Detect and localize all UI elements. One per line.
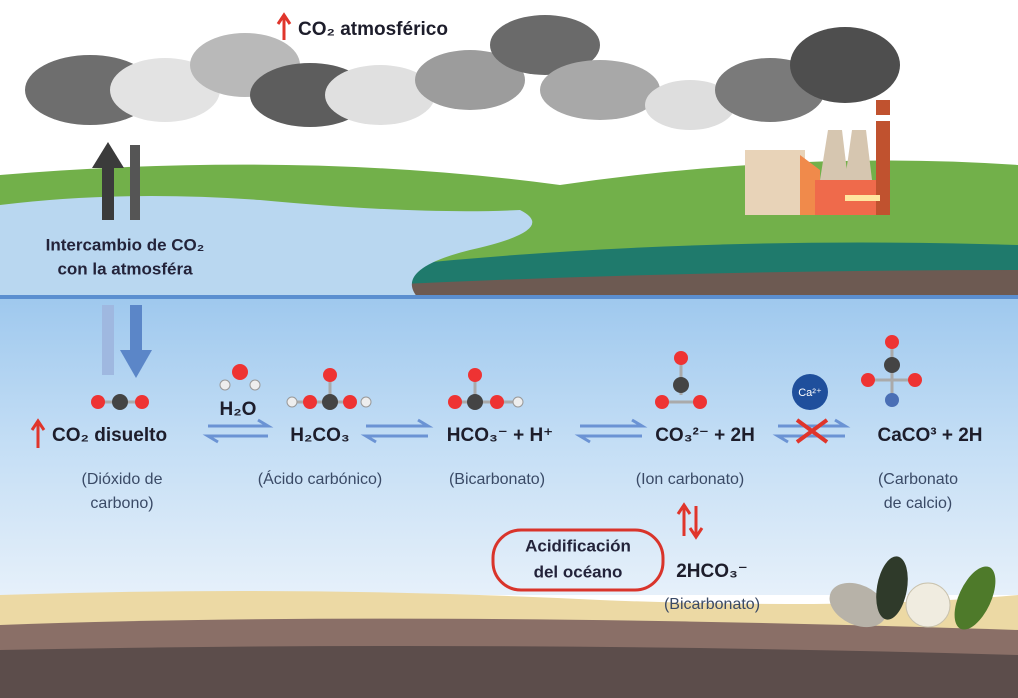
bedrock: [0, 646, 1018, 698]
title: CO₂ atmosférico: [298, 19, 448, 40]
exchange-label: Intercambio de CO₂: [46, 235, 205, 254]
exchange-label: con la atmosféra: [57, 259, 193, 278]
species-name: (Bicarbonato): [449, 471, 545, 488]
page: CO₂ atmosférico Intercambio de CO₂ con l…: [0, 0, 1018, 698]
species-name: carbono): [90, 495, 153, 512]
species-name: de calcio): [884, 495, 952, 512]
reactant: H₂O: [220, 399, 257, 420]
species-name: (Ácido carbónico): [258, 469, 383, 488]
acidification-label: del océano: [534, 562, 623, 581]
species-name: (Carbonato: [878, 471, 958, 488]
species-formula: H₂CO₃: [290, 425, 349, 446]
species-name: (Ion carbonato): [636, 471, 745, 488]
species-name: (Dióxido de: [82, 471, 163, 488]
acidification-label: Acidificación: [525, 536, 631, 555]
calcium-ion-label: Ca²⁺: [798, 387, 822, 399]
bicarbonate-name: (Bicarbonato): [664, 596, 760, 613]
species-formula: HCO₃⁻ + H⁺: [447, 425, 553, 446]
diagram: CO₂ atmosférico Intercambio de CO₂ con l…: [0, 0, 1018, 698]
bicarbonate-formula: 2HCO₃⁻: [676, 561, 748, 582]
species-formula: CO₂ disuelto: [52, 425, 167, 446]
species-formula: CaCO³ + 2H: [877, 425, 982, 446]
species-formula: CO₃²⁻ + 2H: [655, 425, 755, 446]
